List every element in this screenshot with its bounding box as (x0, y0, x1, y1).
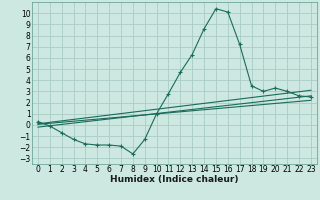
X-axis label: Humidex (Indice chaleur): Humidex (Indice chaleur) (110, 175, 239, 184)
